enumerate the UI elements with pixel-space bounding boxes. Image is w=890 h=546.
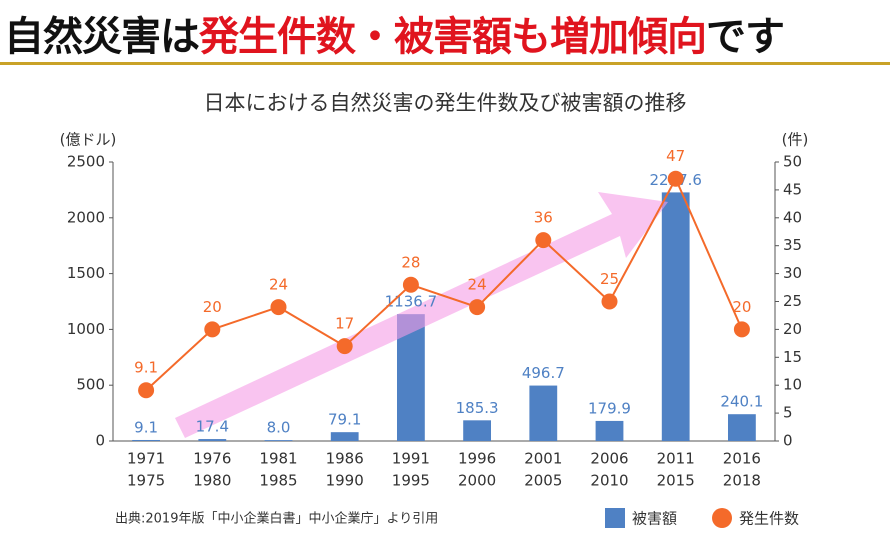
x-tick-label: 2001 [524, 450, 562, 468]
chart-title: 日本における自然災害の発生件数及び被害額の推移 [204, 91, 687, 115]
line [145, 176, 743, 391]
plot-over: 9.117.48.079.11136.7185.3496.7179.92227.… [134, 147, 799, 528]
x-tick-label: 2015 [657, 472, 695, 490]
y-tick-label: 0 [95, 432, 105, 450]
y-tick-label: 1000 [67, 320, 105, 338]
x-tick-label: 1986 [326, 450, 364, 468]
line-value-label: 17 [335, 315, 354, 333]
x-tick-label: 2016 [723, 450, 761, 468]
y-tick-label: 500 [76, 376, 105, 394]
x-tick-label: 1981 [259, 450, 297, 468]
line-point [667, 170, 684, 187]
y2-tick-label: 50 [783, 153, 802, 171]
bar [264, 440, 293, 441]
line-value-label: 20 [203, 298, 222, 316]
y2-tick-label: 30 [783, 264, 802, 282]
bar [330, 432, 359, 441]
header-rule [0, 62, 890, 65]
legend-marker [712, 508, 733, 528]
y2-tick-label: 20 [783, 320, 802, 338]
line-point [204, 321, 221, 338]
bar [132, 439, 161, 441]
x-tick-label: 2018 [723, 472, 761, 490]
bar-value-label: 179.9 [588, 399, 631, 417]
bar [198, 439, 227, 441]
y2-tick-label: 25 [783, 292, 802, 310]
legend-marker [605, 508, 625, 528]
header-title: 自然災害は発生件数・被害額も増加傾向です [4, 4, 785, 62]
y-tick-label: 1500 [67, 264, 105, 282]
y-tick-label: 2000 [67, 208, 105, 226]
y-tick-label: 2500 [67, 153, 105, 171]
y2-tick-label: 40 [783, 208, 802, 226]
bar [529, 385, 558, 441]
line-point [336, 338, 353, 355]
y2-axis-label: (件) [782, 131, 809, 149]
line-point [535, 232, 552, 249]
line-value-label: 24 [468, 276, 487, 294]
bar [595, 420, 624, 441]
line-value-label: 47 [666, 147, 685, 165]
bar [727, 414, 756, 441]
x-tick-label: 2005 [524, 472, 562, 490]
bar-value-label: 9.1 [134, 418, 158, 436]
y2-tick-label: 15 [783, 348, 802, 366]
line-point [601, 293, 618, 310]
header-title-part: です [706, 14, 785, 60]
bar-value-label: 79.1 [328, 411, 361, 429]
y2-tick-label: 5 [783, 404, 793, 422]
x-tick-label: 1976 [193, 450, 231, 468]
x-tick-label: 1991 [392, 450, 430, 468]
y2-tick-label: 35 [783, 236, 802, 254]
bar [661, 192, 690, 441]
line-value-label: 24 [269, 276, 288, 294]
line-point [138, 382, 155, 399]
header-title-part: 発生件数・被害額も増加傾向 [199, 14, 707, 60]
y2-tick-label: 0 [783, 432, 793, 450]
line-value-label: 28 [401, 253, 420, 271]
x-tick-label: 1980 [193, 472, 231, 490]
bar-value-label: 185.3 [456, 399, 499, 417]
y-axis-label: (億ドル) [60, 131, 117, 149]
x-tick-label: 1995 [392, 472, 430, 490]
line-value-label: 25 [600, 270, 619, 288]
line-point [733, 321, 750, 338]
line-point [402, 276, 419, 293]
bar-value-label: 17.4 [196, 418, 229, 436]
bar [463, 420, 492, 441]
line-point [469, 299, 486, 316]
y2-tick-label: 45 [783, 180, 802, 198]
plot-under: 0 500 1000 1500 2000 2500 0 5 10 15 20 25 30 35 40 45 50… [67, 153, 802, 490]
line-value-label: 9.1 [134, 359, 158, 377]
x-tick-label: 1971 [127, 450, 165, 468]
source-note: 出典:2019年版「中小企業白書」中小企業庁」より引用 [115, 511, 438, 527]
line-value-label: 20 [732, 298, 751, 316]
legend-label: 発生件数 [739, 510, 799, 528]
x-tick-label: 2011 [657, 450, 695, 468]
line-value-label: 36 [534, 209, 553, 227]
bar-value-label: 240.1 [720, 393, 763, 411]
x-tick-label: 1996 [458, 450, 496, 468]
legend-label: 被害額 [632, 510, 677, 528]
y2-tick-label: 10 [783, 376, 802, 394]
header-title-part: 自然災害は [4, 14, 200, 60]
trend-arrow [175, 192, 668, 438]
bar-value-label: 496.7 [522, 364, 565, 382]
x-tick-label: 2010 [590, 472, 628, 490]
x-tick-label: 2006 [590, 450, 628, 468]
x-tick-label: 1975 [127, 472, 165, 490]
bar-value-label: 8.0 [267, 419, 291, 437]
x-tick-label: 1990 [326, 472, 364, 490]
x-tick-label: 1985 [259, 472, 297, 490]
line-point [270, 299, 287, 316]
x-tick-label: 2000 [458, 472, 496, 490]
